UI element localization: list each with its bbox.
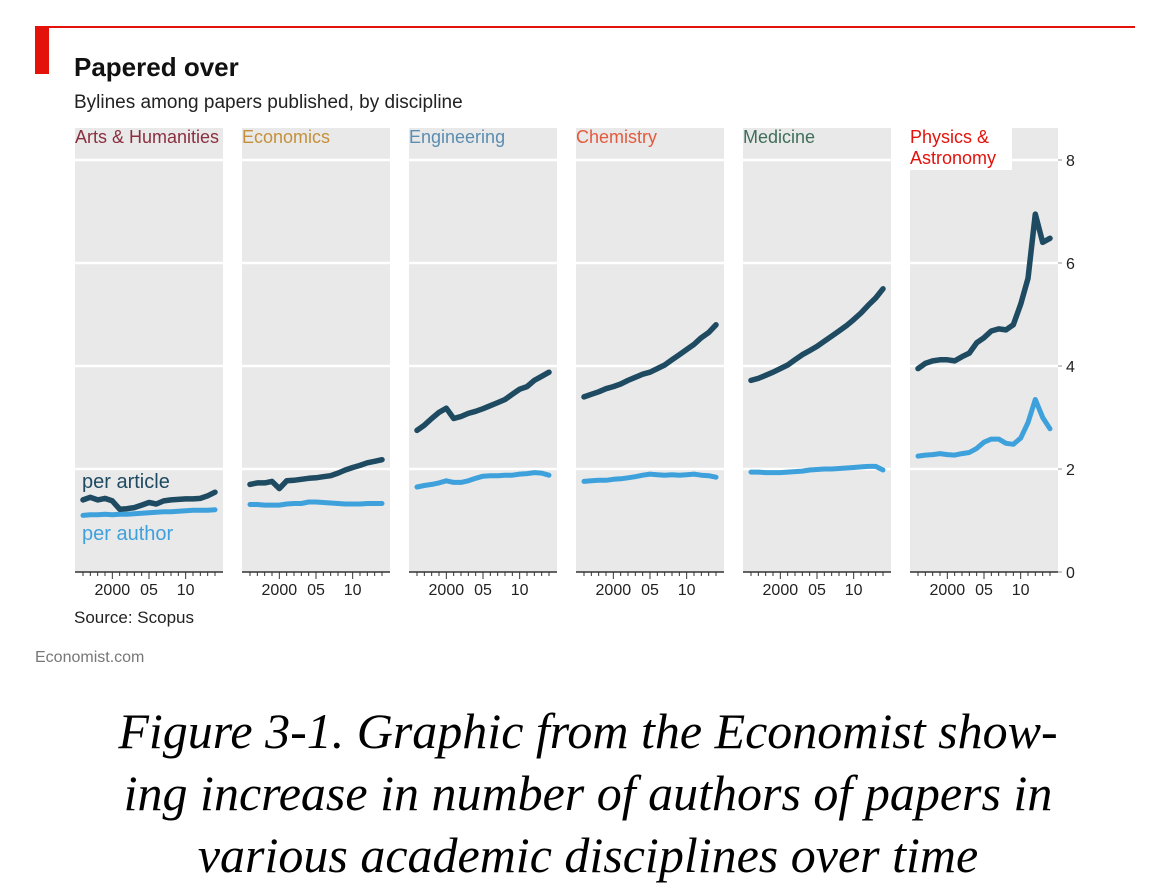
y-tick-label: 4 [1066,359,1075,376]
panel-background [910,128,1058,572]
x-tick-label: 05 [975,582,993,599]
panel-engineering: 2000 05 10 Engineering [409,127,557,599]
panel-title: Astronomy [910,148,996,168]
series-line-per-author [80,507,218,518]
series-line-per-article [414,369,552,434]
series-line-per-author [414,470,552,490]
x-tick-label: 2000 [429,582,465,599]
series-line-per-article [748,286,886,384]
y-tick-label: 0 [1066,565,1075,582]
panel-title: Economics [242,127,330,147]
panel-arts-humanities: 2000 05 10 Arts & Humanities per article per … [75,127,223,599]
caption-line: various academic disciplines over time [197,827,979,883]
series-line-per-article [80,489,218,512]
series-line-per-article [915,211,1053,372]
x-tick-label: 10 [511,582,529,599]
x-tick-label: 10 [1012,582,1030,599]
x-tick-label: 05 [808,582,826,599]
x-tick-label: 05 [641,582,659,599]
top-rule [35,26,1135,28]
panel-medicine: 2000 05 10 Medicine [743,127,891,599]
publisher-label: Economist.com [35,649,144,666]
x-tick-label: 10 [177,582,195,599]
panel-title: Physics & [910,127,989,147]
panel-economics: 2000 05 10 Economics [242,127,390,599]
series-line-per-author [247,499,385,508]
panels-layer: 2000 05 10 Arts & Humanities per article per … [75,127,1058,599]
panel-title: Chemistry [576,127,657,147]
panel-physics-astronomy: 2000 05 10 Physics &Astronomy [908,127,1058,599]
panel-title: Medicine [743,127,815,147]
panel-title: Engineering [409,127,505,147]
y-axis: 0 2 4 6 8 [1058,153,1075,582]
panel-background [743,128,891,572]
panel-title: Arts & Humanities [75,127,219,147]
panel-title-background [908,128,1012,170]
series-line-per-article [581,322,719,400]
x-tick-label: 2000 [763,582,799,599]
x-tick-label: 10 [344,582,362,599]
chart-subtitle: Bylines among papers published, by disci… [74,92,463,113]
panel-background [242,128,390,572]
caption-line: ing increase in number of authors of pap… [123,765,1053,821]
y-tick-label: 8 [1066,153,1075,170]
series-line-per-article [247,456,385,492]
series-label-per-article: per article [82,471,170,493]
panel-chemistry: 2000 05 10 Chemistry [576,127,724,599]
series-line-per-author [581,471,719,484]
series-line-per-author [748,463,886,476]
x-tick-label: 2000 [930,582,966,599]
source-label: Source: Scopus [74,608,194,627]
x-tick-label: 05 [140,582,158,599]
y-tick-label: 6 [1066,256,1075,273]
y-tick-label: 2 [1066,462,1075,479]
x-tick-label: 05 [307,582,325,599]
panel-background [576,128,724,572]
panel-background [409,128,557,572]
x-tick-label: 10 [845,582,863,599]
x-tick-label: 2000 [95,582,131,599]
figure-caption: Figure 3-1. Graphic from the Economist s… [0,700,1176,886]
series-label-per-author: per author [82,523,174,545]
x-tick-label: 10 [678,582,696,599]
caption-line: Figure 3-1. Graphic from the Economist s… [118,703,1058,759]
chart-title: Papered over [74,52,239,82]
chart-svg: Papered over Bylines among papers publis… [35,26,1135,666]
x-tick-label: 2000 [596,582,632,599]
series-line-per-author [915,397,1053,459]
red-accent-block [35,26,49,74]
x-tick-label: 2000 [262,582,298,599]
x-tick-label: 05 [474,582,492,599]
